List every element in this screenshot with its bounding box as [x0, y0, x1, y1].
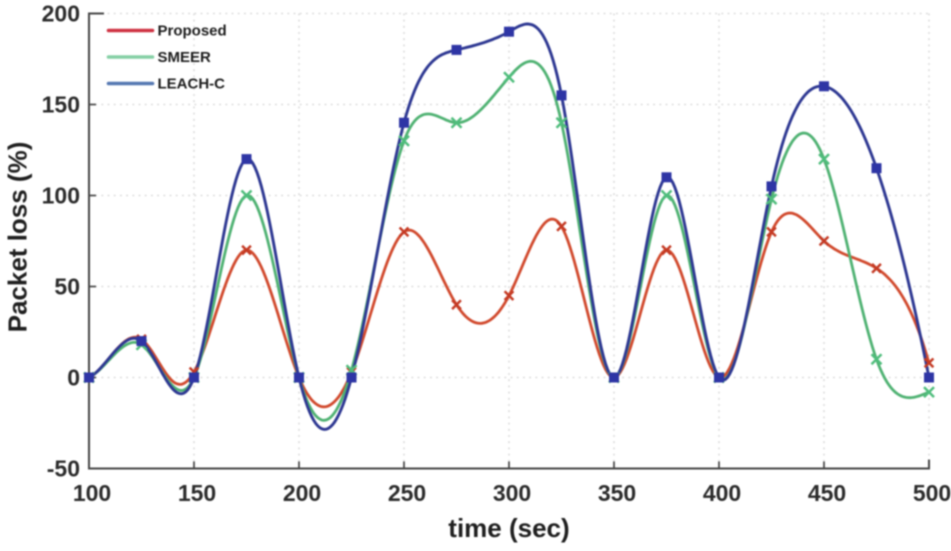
svg-text:200: 200	[42, 1, 80, 27]
svg-text:200: 200	[283, 480, 321, 506]
svg-text:0: 0	[67, 365, 80, 391]
svg-text:400: 400	[703, 480, 741, 506]
svg-text:-50: -50	[47, 456, 80, 482]
svg-text:time (sec): time (sec)	[448, 513, 569, 543]
svg-text:500: 500	[913, 480, 951, 506]
svg-text:250: 250	[388, 480, 426, 506]
svg-text:Packet loss (%): Packet loss (%)	[3, 142, 33, 333]
svg-text:100: 100	[42, 183, 80, 209]
svg-text:SMEER: SMEER	[158, 49, 212, 66]
svg-text:350: 350	[598, 480, 636, 506]
svg-text:300: 300	[493, 480, 531, 506]
svg-text:150: 150	[42, 92, 80, 118]
svg-text:50: 50	[54, 274, 80, 300]
svg-text:LEACH-C: LEACH-C	[158, 76, 226, 93]
svg-text:150: 150	[178, 480, 216, 506]
svg-text:100: 100	[73, 480, 111, 506]
svg-text:450: 450	[808, 480, 846, 506]
svg-text:Proposed: Proposed	[158, 23, 227, 40]
